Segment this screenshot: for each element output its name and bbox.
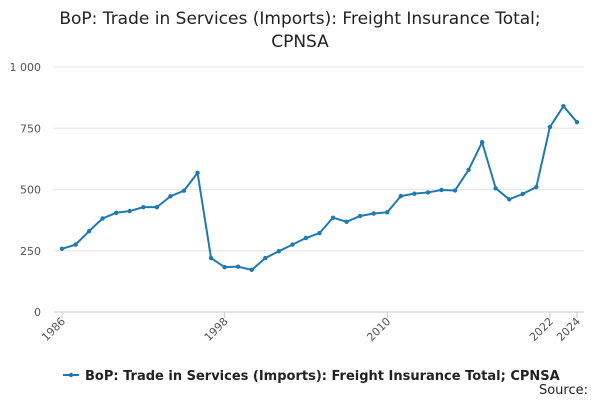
data-point [181,188,187,193]
x-tick-label: 2010 [364,315,393,344]
y-tick-label: 500 [20,184,41,197]
legend-label: BoP: Trade in Services (Imports): Freigh… [85,369,560,384]
data-point [127,208,132,214]
data-point [141,204,146,210]
x-tick-label: 1998 [202,315,231,344]
data-point [208,255,214,261]
data-point [534,184,539,190]
data-point [195,170,200,176]
data-point [317,230,322,236]
data-point [507,197,512,202]
x-tick-label: 1986 [39,315,68,344]
data-point [479,140,485,145]
data-point [357,213,363,219]
y-tick-label: 0 [34,306,41,319]
legend: BoP: Trade in Services (Imports): Freigh… [63,369,560,384]
data-point [86,228,92,234]
y-tick-label: 250 [20,245,41,258]
data-point [168,194,173,199]
data-point [520,191,525,197]
data-point [371,211,376,216]
y-tick-label: 1 000 [10,61,42,74]
data-point [235,264,241,269]
data-point [154,204,160,210]
data-point [412,191,417,196]
data-point [73,242,78,247]
chart-title: BoP: Trade in Services (Imports): Freigh… [59,9,540,52]
data-point [303,235,309,241]
data-point [100,216,105,221]
source-label: Source: [539,383,588,398]
grid [54,66,584,313]
data-point [59,246,65,251]
data-point [114,210,119,215]
data-point [493,186,498,191]
data-point [561,104,566,109]
x-tick-label: 2022 [527,315,556,344]
x-tick-label: 2024 [554,315,583,344]
data-point [344,219,349,225]
series-layer [59,104,580,273]
data-point [263,255,268,261]
chart-title-line-2: CPNSA [271,32,329,52]
legend-point-marker [68,372,74,378]
data-point [290,242,295,247]
data-point [385,210,390,215]
chart-title-line-1: BoP: Trade in Services (Imports): Freigh… [59,9,540,29]
data-point [276,249,282,254]
data-point [330,215,336,220]
series-line [61,105,578,271]
y-tick-label: 750 [20,122,41,135]
data-point [574,119,580,125]
data-point [222,264,227,270]
data-point [398,193,404,199]
data-point [249,267,254,273]
data-point [425,190,431,195]
data-point [547,124,553,130]
data-point [466,167,471,173]
data-point [439,187,444,193]
data-point [452,188,458,193]
